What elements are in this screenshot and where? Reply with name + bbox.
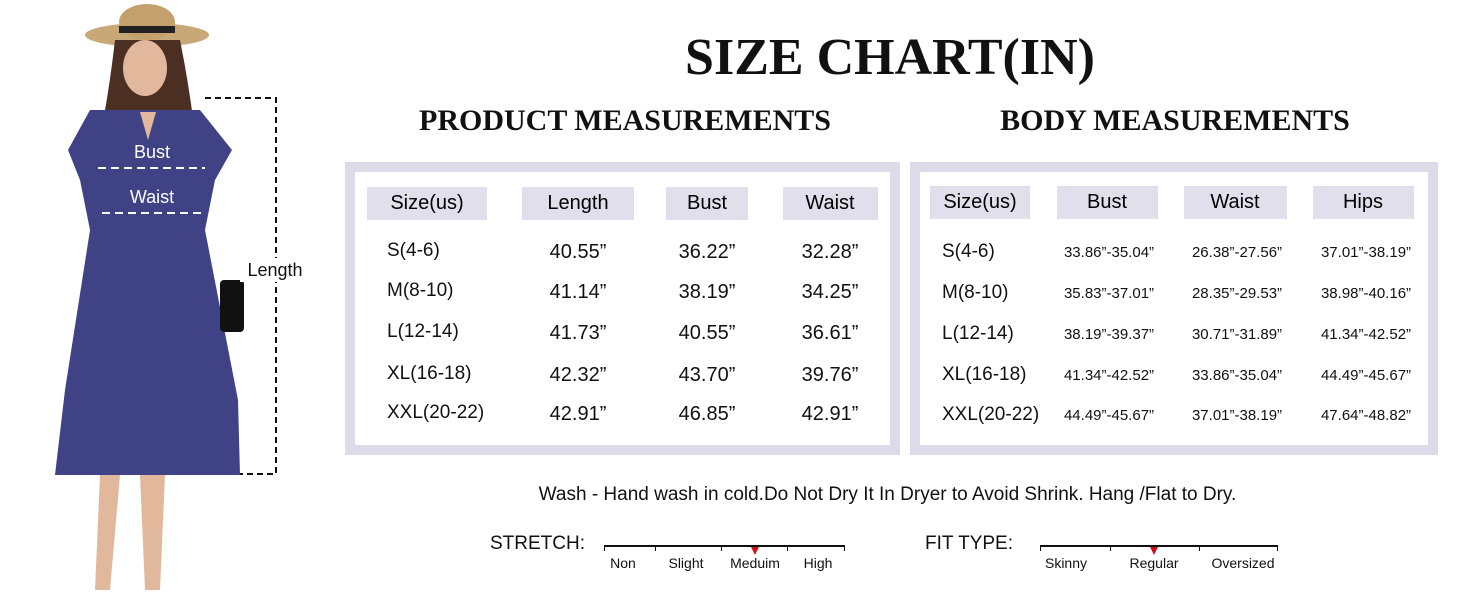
waist-label: Waist (130, 187, 174, 207)
value-cell: 30.71”-31.89” (1191, 326, 1283, 343)
fit-option: Regular (1129, 555, 1179, 571)
fit-tick (1277, 545, 1278, 551)
value-cell: 40.55” (678, 322, 736, 344)
value-cell: 44.49”-45.67” (1063, 407, 1155, 424)
value-cell: 34.25” (801, 281, 859, 303)
column-header: Waist (1183, 186, 1287, 219)
value-cell: 36.61” (801, 322, 859, 344)
value-cell: 42.32” (549, 364, 607, 386)
value-cell: 36.22” (678, 241, 736, 263)
stretch-tick (720, 545, 722, 551)
stretch-tick (786, 545, 788, 551)
fit-option: Oversized (1211, 555, 1275, 571)
bag (220, 280, 244, 332)
length-label-bg (240, 258, 310, 282)
value-cell: 28.35”-29.53” (1191, 285, 1283, 302)
hat-band (119, 26, 175, 33)
value-cell: 26.38”-27.56” (1191, 244, 1283, 261)
dress (55, 110, 240, 475)
stretch-option: Meduim (730, 555, 780, 571)
value-cell: 37.01”-38.19” (1320, 244, 1412, 261)
value-cell: 40.55” (549, 241, 607, 263)
stretch-tick (654, 545, 656, 551)
stretch-option: High (803, 555, 833, 571)
value-cell: 43.70” (678, 364, 736, 386)
fit-marker (1150, 547, 1158, 555)
value-cell: 32.28” (801, 241, 859, 263)
value-cell: 38.19” (678, 281, 736, 303)
size-cell: M(8-10) (387, 280, 454, 301)
neckline (140, 112, 156, 140)
product-title: PRODUCT MEASUREMENTS (419, 104, 831, 137)
column-header: Length (522, 187, 634, 220)
value-cell: 41.34”-42.52” (1063, 367, 1155, 384)
value-cell: 37.01”-38.19” (1191, 407, 1283, 424)
hat-crown (119, 4, 175, 40)
column-header: Bust (1056, 186, 1158, 219)
model-figure: Bust Waist Length (55, 4, 310, 590)
column-header: Waist (782, 187, 878, 220)
size-cell: S(4-6) (942, 241, 995, 262)
length-label: Length (247, 260, 302, 280)
size-cell: XXL(20-22) (387, 402, 485, 423)
value-cell: 33.86”-35.04” (1063, 244, 1155, 261)
size-cell: L(12-14) (387, 321, 459, 342)
size-cell: M(8-10) (942, 282, 1009, 303)
value-cell: 41.14” (549, 281, 607, 303)
column-header: Hips (1312, 186, 1414, 219)
value-cell: 46.85” (678, 403, 736, 425)
size-cell: S(4-6) (387, 240, 440, 261)
stretch-tick (604, 545, 605, 551)
face (123, 40, 167, 96)
fit-tick (1040, 545, 1041, 551)
stretch-line (604, 545, 845, 547)
column-header: Size(us) (367, 187, 487, 220)
value-cell: 47.64”-48.82” (1320, 407, 1412, 424)
size-cell: XXL(20-22) (942, 404, 1040, 425)
stretch-marker (751, 547, 759, 555)
value-cell: 42.91” (549, 403, 607, 425)
value-cell: 42.91” (801, 403, 859, 425)
fit-label: FIT TYPE: (925, 533, 1013, 554)
fit-option: Skinny (1044, 555, 1088, 571)
value-cell: 39.76” (801, 364, 859, 386)
title: SIZE CHART(IN) (685, 29, 1095, 86)
legs (95, 475, 165, 590)
size-cell: XL(16-18) (942, 364, 1027, 385)
column-header: Bust (666, 187, 748, 220)
stretch-option: Slight (668, 555, 704, 571)
value-cell: 38.98”-40.16” (1320, 285, 1412, 302)
length-line (205, 97, 277, 475)
value-cell: 41.34”-42.52” (1320, 326, 1412, 343)
fit-line (1040, 545, 1278, 547)
column-header: Size(us) (930, 186, 1030, 219)
size-cell: L(12-14) (942, 323, 1014, 344)
care-text: Wash - Hand wash in cold.Do Not Dry It I… (538, 484, 1237, 505)
stretch-label: STRETCH: (490, 533, 585, 554)
stretch-option: Non (610, 555, 636, 571)
bust-label: Bust (134, 142, 170, 162)
stretch-tick (844, 545, 845, 551)
value-cell: 44.49”-45.67” (1320, 367, 1412, 384)
value-cell: 35.83”-37.01” (1063, 285, 1155, 302)
size-cell: XL(16-18) (387, 363, 472, 384)
value-cell: 38.19”-39.37” (1063, 326, 1155, 343)
value-cell: 41.73” (549, 322, 607, 344)
fit-tick (1110, 545, 1111, 551)
fit-tick (1198, 545, 1200, 551)
value-cell: 33.86”-35.04” (1191, 367, 1283, 384)
body-title: BODY MEASUREMENTS (1000, 104, 1350, 137)
